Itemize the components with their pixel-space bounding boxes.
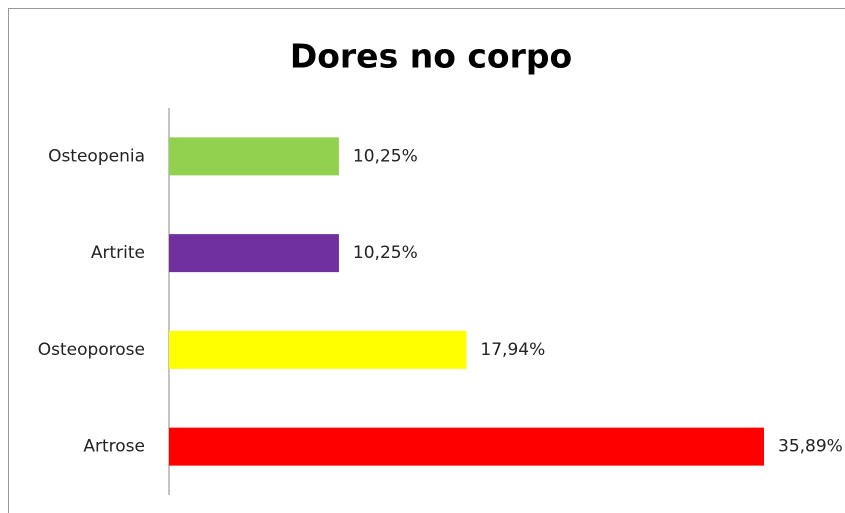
value-label: 10,25%	[353, 243, 418, 263]
y-tick-label: Osteoporose	[38, 340, 145, 360]
value-label: 10,25%	[353, 146, 418, 166]
y-tick-label: Artrose	[83, 437, 145, 457]
chart-frame	[8, 8, 845, 513]
bar	[169, 137, 339, 176]
bar	[169, 330, 467, 369]
y-tick-label: Artrite	[91, 243, 145, 263]
chart-title: Dores no corpo	[290, 37, 572, 76]
bar	[169, 234, 339, 273]
value-label: 17,94%	[480, 340, 545, 360]
bar	[169, 427, 764, 466]
y-tick-label: Osteopenia	[48, 146, 145, 166]
value-label: 35,89%	[778, 437, 843, 457]
